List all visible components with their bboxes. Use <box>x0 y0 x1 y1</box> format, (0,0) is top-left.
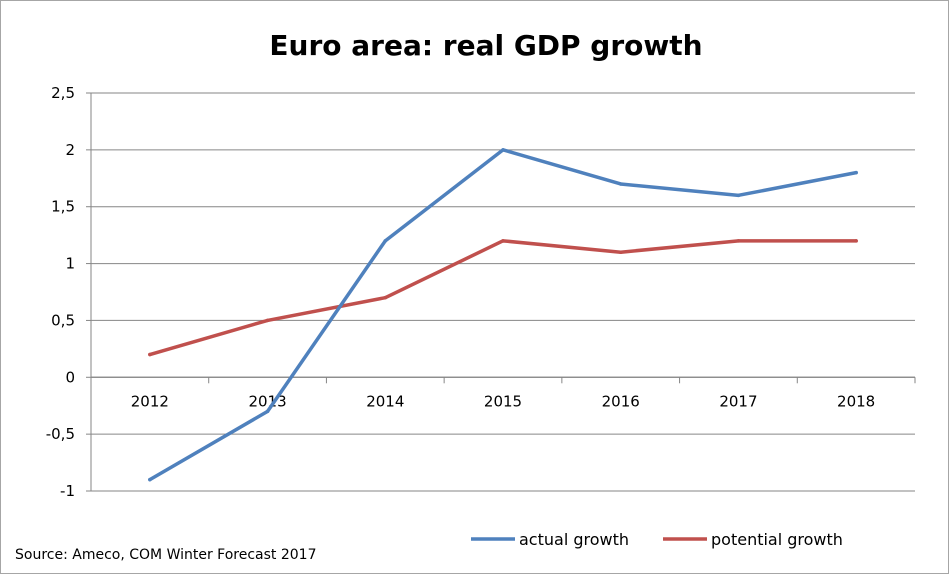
x-axis-ticks: 2012 2013 2014 2015 2016 2017 2018 <box>131 392 875 410</box>
data-point-potential-growth <box>148 352 152 357</box>
y-tick-label: -0,5 <box>46 425 75 443</box>
legend-label-potential-growth: potential growth <box>711 530 843 549</box>
axes <box>86 92 916 492</box>
legend: actual growth potential growth <box>471 530 843 549</box>
data-point-actual-growth <box>148 477 152 482</box>
y-tick-label: 0,5 <box>51 311 75 329</box>
data-point-actual-growth <box>854 170 858 175</box>
legend-label-actual-growth: actual growth <box>519 530 629 549</box>
grid-lines <box>91 92 915 492</box>
data-point-potential-growth <box>383 295 388 300</box>
y-tick-label: 1,5 <box>51 198 75 216</box>
data-point-actual-growth <box>265 409 270 414</box>
series-lines <box>148 148 858 482</box>
y-tick-label: 2,5 <box>51 84 75 102</box>
series-line-actual-growth <box>148 148 858 482</box>
y-tick-label: -1 <box>60 482 75 500</box>
data-point-potential-growth <box>854 239 858 243</box>
x-tick-label: 2018 <box>837 392 875 410</box>
data-point-actual-growth <box>736 193 741 198</box>
data-point-actual-growth <box>501 148 505 152</box>
y-tick-label: 1 <box>65 255 75 273</box>
y-tick-label: 0 <box>65 368 75 386</box>
x-tick-label: 2012 <box>131 392 169 410</box>
x-tick-label: 2014 <box>366 392 404 410</box>
data-point-potential-growth <box>618 250 623 254</box>
data-point-actual-growth <box>383 239 388 243</box>
y-axis-ticks: 2,5 2 1,5 1 0,5 0 -0,5 -1 <box>46 84 75 500</box>
data-point-potential-growth <box>501 239 505 243</box>
data-point-potential-growth <box>265 318 270 323</box>
series-line-potential-growth <box>148 239 858 357</box>
source-note: Source: Ameco, COM Winter Forecast 2017 <box>15 547 317 563</box>
y-tick-label: 2 <box>65 141 75 159</box>
data-point-potential-growth <box>736 239 741 243</box>
x-tick-label: 2015 <box>484 392 522 410</box>
data-point-actual-growth <box>618 182 623 186</box>
chart-title: Euro area: real GDP growth <box>269 29 702 62</box>
x-tick-label: 2016 <box>602 392 640 410</box>
x-tick-label: 2017 <box>719 392 757 410</box>
